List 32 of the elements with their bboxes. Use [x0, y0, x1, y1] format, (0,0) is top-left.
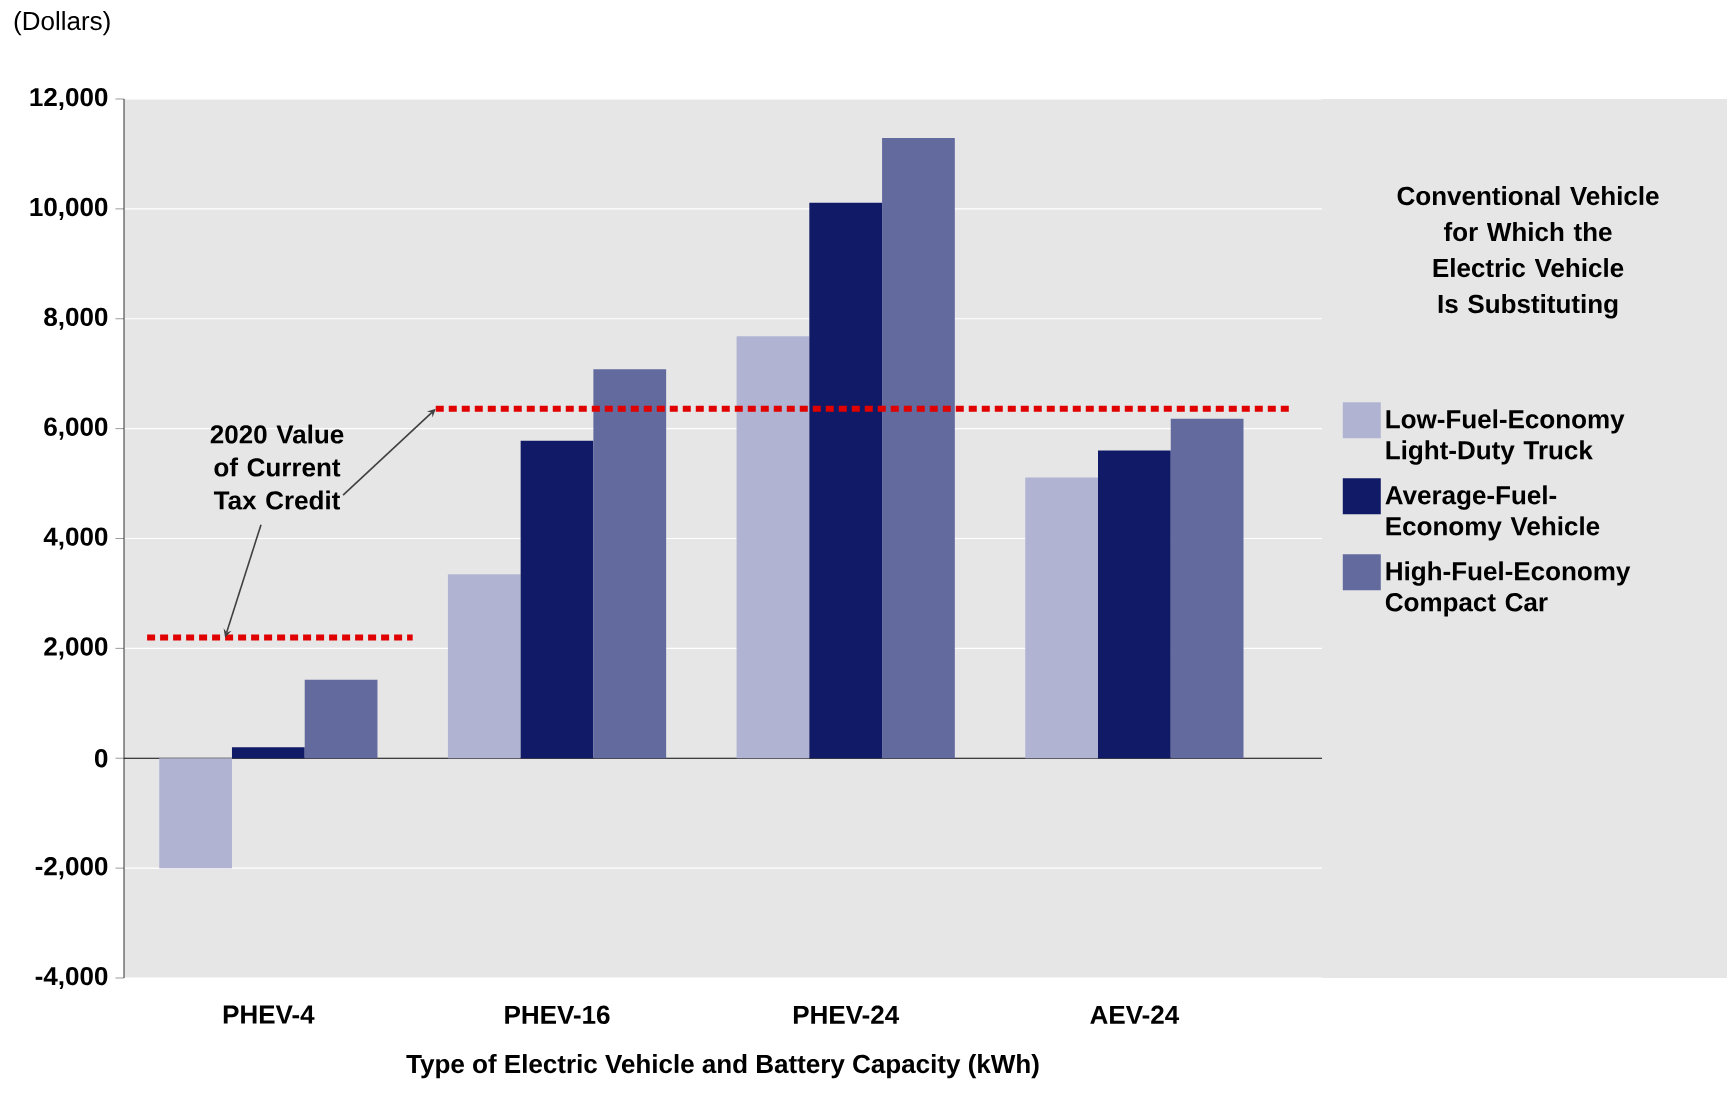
- y-axis-title: (Dollars): [14, 11, 110, 36]
- y-tick-label: -4,000: [35, 966, 108, 990]
- x-tick-label: PHEV-24: [793, 1005, 900, 1024]
- y-tick-label: 8,000: [44, 307, 108, 330]
- ref-line-label: 2020 Value of Current Tax Credit: [210, 424, 344, 510]
- bar: [1025, 477, 1098, 759]
- y-tick-label: 6,000: [44, 417, 108, 440]
- y-tick-label: 10,000: [30, 197, 108, 220]
- y-tick-label: -2,000: [35, 857, 108, 880]
- bar: [304, 679, 378, 759]
- bar: [159, 758, 232, 869]
- legend-label: Low-Fuel-Economy Light-Duty Truck: [1386, 409, 1625, 465]
- y-tick-label: 12,000: [30, 87, 108, 111]
- bar: [593, 369, 667, 759]
- y-tick-label: 4,000: [43, 527, 108, 550]
- legend-title: Conventional Vehicle for Which the Electric Vehicle Is Substituting: [1397, 186, 1659, 319]
- x-tick-label: AEV-24: [1090, 1005, 1180, 1024]
- y-tick-label: 2,000: [44, 637, 108, 660]
- bar: [809, 202, 883, 759]
- bar: [520, 440, 594, 759]
- legend-label: High-Fuel-Economy Compact Car: [1385, 561, 1631, 617]
- bar: [1170, 418, 1244, 759]
- bar: [882, 137, 955, 759]
- x-tick-label: PHEV-16: [505, 1005, 610, 1025]
- legend-label: Average-Fuel-Economy Vehicle: [1385, 485, 1600, 541]
- x-axis-title: Type of Electric Vehicle and Battery Capacity (kWh): [406, 1054, 1039, 1079]
- x-tick-label: PHEV-4: [223, 1005, 315, 1024]
- y-tick-label: 0: [94, 749, 108, 768]
- bar: [736, 336, 810, 759]
- bar: [231, 747, 305, 759]
- bar: [447, 574, 521, 759]
- bar: [1098, 450, 1171, 759]
